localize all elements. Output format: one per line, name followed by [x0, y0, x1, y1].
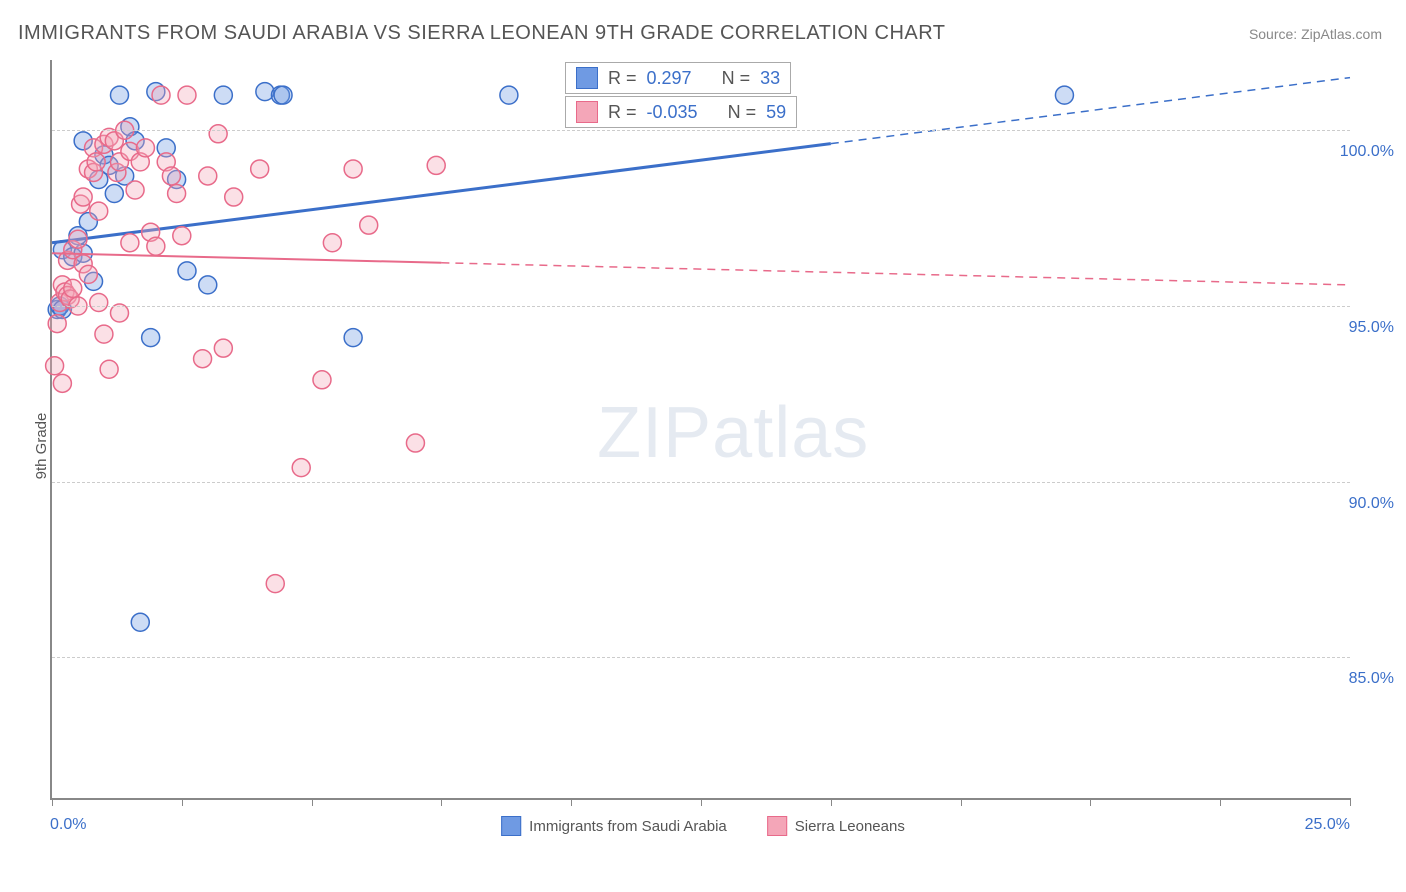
data-point	[100, 360, 118, 378]
data-point	[162, 167, 180, 185]
data-point	[344, 329, 362, 347]
chart-title: IMMIGRANTS FROM SAUDI ARABIA VS SIERRA L…	[18, 22, 946, 45]
data-point	[121, 234, 139, 252]
data-point	[48, 315, 66, 333]
data-point	[142, 329, 160, 347]
x-tick	[571, 798, 572, 806]
x-tick	[701, 798, 702, 806]
data-point	[194, 350, 212, 368]
x-axis-max-label: 25.0%	[1305, 816, 1350, 834]
plot-area: ZIPatlas	[50, 60, 1350, 800]
stats-box-series-1: R = 0.297 N = 33	[565, 62, 791, 94]
data-point	[274, 86, 292, 104]
data-point	[1055, 86, 1073, 104]
data-point	[173, 227, 191, 245]
data-point	[178, 86, 196, 104]
chart-svg	[52, 60, 1350, 798]
trend-line-extrapolated	[831, 78, 1350, 144]
x-tick	[831, 798, 832, 806]
legend-swatch-icon	[501, 816, 521, 836]
data-point	[292, 459, 310, 477]
source-attribution: Source: ZipAtlas.com	[1249, 26, 1382, 42]
n-value: 33	[760, 68, 780, 89]
data-point	[126, 181, 144, 199]
data-point	[74, 188, 92, 206]
r-label: R =	[608, 102, 637, 123]
n-label: N =	[722, 68, 751, 89]
data-point	[46, 357, 64, 375]
gridline	[52, 306, 1350, 307]
data-point	[53, 374, 71, 392]
n-value: 59	[766, 102, 786, 123]
data-point	[110, 86, 128, 104]
x-tick	[52, 798, 53, 806]
data-point	[90, 293, 108, 311]
x-tick	[961, 798, 962, 806]
r-value: 0.297	[647, 68, 692, 89]
data-point	[323, 234, 341, 252]
stats-swatch-icon	[576, 67, 598, 89]
data-point	[427, 156, 445, 174]
data-point	[199, 276, 217, 294]
x-axis-min-label: 0.0%	[50, 816, 86, 834]
data-point	[64, 279, 82, 297]
data-point	[90, 202, 108, 220]
y-tick-label: 90.0%	[1349, 495, 1394, 513]
data-point	[178, 262, 196, 280]
stats-box-series-2: R = -0.035 N = 59	[565, 96, 797, 128]
y-axis-label: 9th Grade	[33, 413, 50, 480]
x-tick	[1350, 798, 1351, 806]
data-point	[313, 371, 331, 389]
legend-swatch-icon	[767, 816, 787, 836]
data-point	[168, 185, 186, 203]
data-point	[147, 237, 165, 255]
data-point	[131, 613, 149, 631]
data-point	[360, 216, 378, 234]
data-point	[344, 160, 362, 178]
legend-item-series-1: Immigrants from Saudi Arabia	[501, 816, 727, 836]
data-point	[87, 153, 105, 171]
data-point	[209, 125, 227, 143]
x-tick	[1220, 798, 1221, 806]
r-value: -0.035	[647, 102, 698, 123]
data-point	[214, 86, 232, 104]
x-tick	[182, 798, 183, 806]
trend-line	[52, 253, 441, 262]
data-point	[95, 325, 113, 343]
stats-swatch-icon	[576, 101, 598, 123]
y-tick-label: 95.0%	[1349, 319, 1394, 337]
x-tick	[312, 798, 313, 806]
data-point	[251, 160, 269, 178]
trend-line-extrapolated	[441, 263, 1350, 285]
bottom-legend: Immigrants from Saudi Arabia Sierra Leon…	[501, 816, 905, 836]
data-point	[406, 434, 424, 452]
data-point	[266, 575, 284, 593]
legend-item-series-2: Sierra Leoneans	[767, 816, 905, 836]
data-point	[500, 86, 518, 104]
y-tick-label: 100.0%	[1340, 143, 1394, 161]
n-label: N =	[728, 102, 757, 123]
r-label: R =	[608, 68, 637, 89]
gridline	[52, 130, 1350, 131]
data-point	[69, 230, 87, 248]
gridline	[52, 482, 1350, 483]
x-tick	[1090, 798, 1091, 806]
y-tick-label: 85.0%	[1349, 670, 1394, 688]
data-point	[105, 185, 123, 203]
legend-label-series-1: Immigrants from Saudi Arabia	[529, 818, 727, 835]
gridline	[52, 657, 1350, 658]
x-tick	[441, 798, 442, 806]
data-point	[225, 188, 243, 206]
data-point	[136, 139, 154, 157]
data-point	[152, 86, 170, 104]
data-point	[214, 339, 232, 357]
data-point	[79, 265, 97, 283]
data-point	[199, 167, 217, 185]
legend-label-series-2: Sierra Leoneans	[795, 818, 905, 835]
